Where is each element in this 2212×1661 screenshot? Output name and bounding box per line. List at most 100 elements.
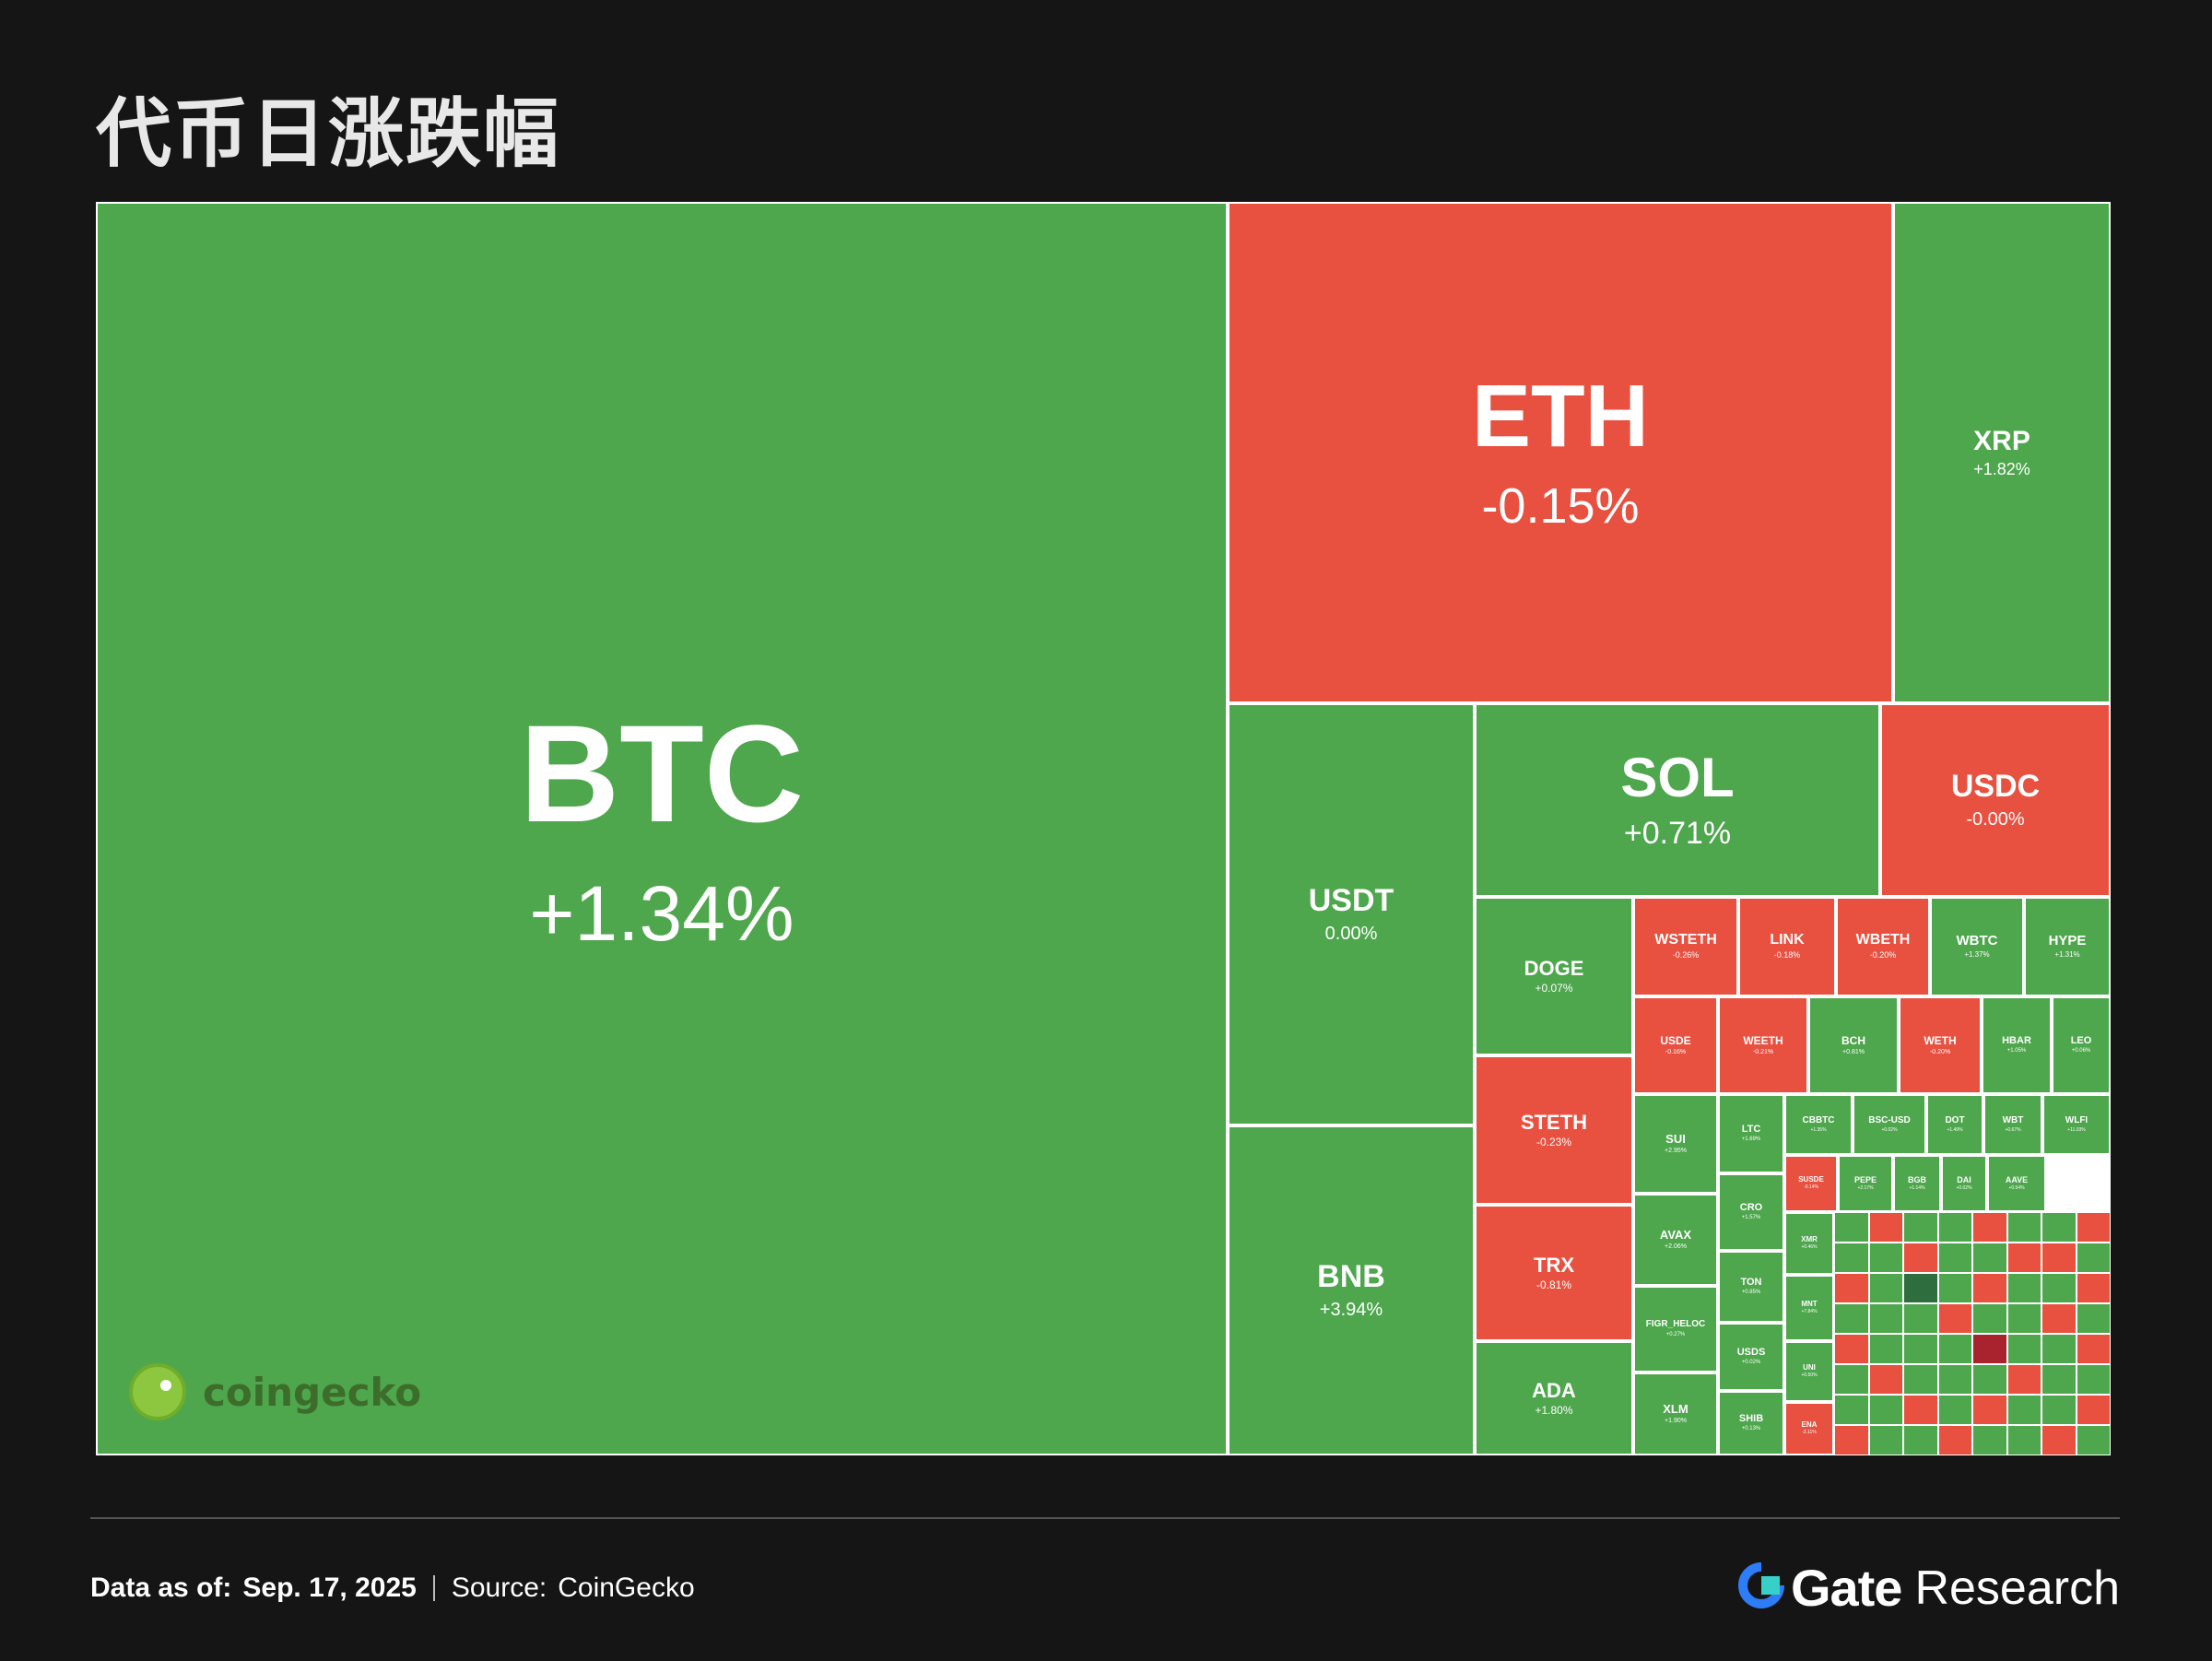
treemap-tile-cbbtc[interactable]: CBBTC +1.35% xyxy=(1784,1094,1853,1155)
treemap-tile-uni[interactable]: UNI +0.50% xyxy=(1784,1341,1834,1402)
treemap-tile-ltc[interactable]: LTC +1.69% xyxy=(1718,1094,1784,1173)
treemap-tile-small[interactable] xyxy=(2006,1243,2041,1273)
treemap-tile-sol[interactable]: SOL +0.71% xyxy=(1475,703,1880,897)
treemap-tile-small[interactable] xyxy=(2076,1334,2111,1364)
treemap-tile-small[interactable] xyxy=(1937,1303,1972,1334)
treemap-tile-small[interactable] xyxy=(2076,1395,2111,1425)
treemap-tile-small[interactable] xyxy=(2041,1303,2077,1334)
treemap-tile-ena[interactable]: ENA -2.11% xyxy=(1784,1402,1834,1455)
treemap-tile-ton[interactable]: TON +0.85% xyxy=(1718,1251,1784,1323)
treemap-tile-xrp[interactable]: XRP +1.82% xyxy=(1893,202,2111,703)
treemap-tile-small[interactable] xyxy=(1903,1212,1938,1243)
treemap-tile-weth[interactable]: WETH -0.20% xyxy=(1899,996,1982,1094)
treemap-tile-small[interactable] xyxy=(2006,1273,2041,1303)
treemap-tile-small[interactable] xyxy=(1972,1395,2007,1425)
treemap-tile-small[interactable] xyxy=(1868,1212,1903,1243)
treemap-tile-sui[interactable]: SUI +2.95% xyxy=(1633,1094,1718,1194)
treemap-tile-small[interactable] xyxy=(1834,1425,1869,1455)
treemap-tile-small[interactable] xyxy=(2041,1425,2077,1455)
treemap-tile-shib[interactable]: SHIB +0.13% xyxy=(1718,1391,1784,1455)
treemap-tile-btc[interactable]: BTC +1.34% xyxy=(96,202,1228,1455)
treemap-tile-bch[interactable]: BCH +0.81% xyxy=(1808,996,1899,1094)
treemap-tile-small[interactable] xyxy=(1937,1395,1972,1425)
treemap-tile-small[interactable] xyxy=(2041,1273,2077,1303)
treemap-tile-small[interactable] xyxy=(1868,1364,1903,1395)
treemap-tile-small[interactable] xyxy=(2006,1303,2041,1334)
treemap-tile-aave[interactable]: AAVE +0.54% xyxy=(1987,1155,2046,1212)
treemap-tile-small[interactable] xyxy=(1937,1212,1972,1243)
treemap-tile-small[interactable] xyxy=(1903,1334,1938,1364)
treemap-tile-small[interactable] xyxy=(1937,1425,1972,1455)
treemap-tile-wbt[interactable]: WBT +0.67% xyxy=(1983,1094,2042,1155)
treemap-tile-usde[interactable]: USDE -0.16% xyxy=(1633,996,1718,1094)
treemap-tile-mnt[interactable]: MNT +7.84% xyxy=(1784,1275,1834,1341)
treemap-tile-small[interactable] xyxy=(1903,1243,1938,1273)
treemap-tile-ada[interactable]: ADA +1.80% xyxy=(1475,1341,1633,1455)
treemap-tile-small[interactable] xyxy=(2076,1212,2111,1243)
treemap-tile-small[interactable] xyxy=(2076,1364,2111,1395)
treemap-tile-dai[interactable]: DAI +0.02% xyxy=(1941,1155,1987,1212)
treemap-tile-small[interactable] xyxy=(1834,1334,1869,1364)
treemap-tile-wlfi[interactable]: WLFI +11.03% xyxy=(2042,1094,2111,1155)
treemap-tile-small[interactable] xyxy=(1903,1303,1938,1334)
treemap-tile-small[interactable] xyxy=(1903,1425,1938,1455)
treemap-tile-small[interactable] xyxy=(1868,1243,1903,1273)
treemap-tile-small[interactable] xyxy=(2041,1364,2077,1395)
treemap-tile-small[interactable] xyxy=(2041,1334,2077,1364)
treemap-tile-hbar[interactable]: HBAR +1.05% xyxy=(1982,996,2052,1094)
treemap-tile-small[interactable] xyxy=(2006,1212,2041,1243)
treemap-tile-small[interactable] xyxy=(1834,1273,1869,1303)
treemap-tile-small[interactable] xyxy=(1972,1425,2007,1455)
treemap-tile-trx[interactable]: TRX -0.81% xyxy=(1475,1205,1633,1341)
treemap-tile-bgb[interactable]: BGB +1.14% xyxy=(1893,1155,1941,1212)
treemap-tile-small[interactable] xyxy=(1868,1303,1903,1334)
treemap-tile-cro[interactable]: CRO +1.57% xyxy=(1718,1173,1784,1251)
treemap-tile-small[interactable] xyxy=(1972,1243,2007,1273)
treemap-tile-small[interactable] xyxy=(1972,1364,2007,1395)
treemap-tile-usdc[interactable]: USDC -0.00% xyxy=(1880,703,2111,897)
treemap-tile-small[interactable] xyxy=(1972,1212,2007,1243)
treemap-tile-small[interactable] xyxy=(1834,1212,1869,1243)
treemap-tile-small[interactable] xyxy=(2006,1395,2041,1425)
treemap-tile-small[interactable] xyxy=(1937,1364,1972,1395)
treemap-tile-xlm[interactable]: XLM +1.90% xyxy=(1633,1372,1718,1455)
treemap-tile-doge[interactable]: DOGE +0.07% xyxy=(1475,897,1633,1055)
treemap-tile-small[interactable] xyxy=(1903,1273,1938,1303)
treemap-tile-weeth[interactable]: WEETH -0.21% xyxy=(1718,996,1808,1094)
treemap-tile-hype[interactable]: HYPE +1.31% xyxy=(2024,897,2111,996)
treemap-tile-small[interactable] xyxy=(1868,1395,1903,1425)
treemap-tile-small[interactable] xyxy=(2006,1364,2041,1395)
treemap-tile-eth[interactable]: ETH -0.15% xyxy=(1228,202,1893,703)
treemap-tile-usdt[interactable]: USDT 0.00% xyxy=(1228,703,1475,1125)
treemap-tile-link[interactable]: LINK -0.18% xyxy=(1738,897,1836,996)
treemap-tile-small[interactable] xyxy=(1972,1334,2007,1364)
treemap-tile-usds[interactable]: USDS +0.02% xyxy=(1718,1323,1784,1391)
treemap-tile-bnb[interactable]: BNB +3.94% xyxy=(1228,1125,1475,1455)
treemap-tile-xmr[interactable]: XMR +0.46% xyxy=(1784,1212,1834,1275)
treemap-tile-figr_heloc[interactable]: FIGR_HELOC +0.27% xyxy=(1633,1286,1718,1372)
treemap-tile-small[interactable] xyxy=(2006,1425,2041,1455)
treemap-tile-small[interactable] xyxy=(2041,1212,2077,1243)
treemap-tile-small[interactable] xyxy=(1972,1273,2007,1303)
treemap-tile-wbtc[interactable]: WBTC +1.37% xyxy=(1930,897,2024,996)
treemap-tile-avax[interactable]: AVAX +2.06% xyxy=(1633,1194,1718,1286)
treemap-tile-steth[interactable]: STETH -0.23% xyxy=(1475,1055,1633,1205)
treemap-tile-small[interactable] xyxy=(2076,1273,2111,1303)
treemap-tile-dot[interactable]: DOT +1.49% xyxy=(1926,1094,1983,1155)
treemap-tile-wsteth[interactable]: WSTETH -0.26% xyxy=(1633,897,1738,996)
treemap-tile-small[interactable] xyxy=(2006,1334,2041,1364)
treemap-tile-small[interactable] xyxy=(1834,1364,1869,1395)
treemap-tile-small[interactable] xyxy=(1834,1303,1869,1334)
treemap-tile-small[interactable] xyxy=(2041,1243,2077,1273)
treemap-tile-wbeth[interactable]: WBETH -0.20% xyxy=(1836,897,1930,996)
treemap-tile-small[interactable] xyxy=(2076,1243,2111,1273)
treemap-tile-small[interactable] xyxy=(1937,1243,1972,1273)
treemap-tile-small[interactable] xyxy=(1868,1273,1903,1303)
treemap-tile-pepe[interactable]: PEPE +2.17% xyxy=(1838,1155,1893,1212)
treemap-tile-small[interactable] xyxy=(1834,1395,1869,1425)
treemap-tile-small[interactable] xyxy=(1937,1273,1972,1303)
treemap-tile-small[interactable] xyxy=(1903,1364,1938,1395)
treemap-tile-small[interactable] xyxy=(1903,1395,1938,1425)
treemap-tile-bsc-usd[interactable]: BSC-USD +0.02% xyxy=(1853,1094,1926,1155)
treemap-tile-small[interactable] xyxy=(1972,1303,2007,1334)
